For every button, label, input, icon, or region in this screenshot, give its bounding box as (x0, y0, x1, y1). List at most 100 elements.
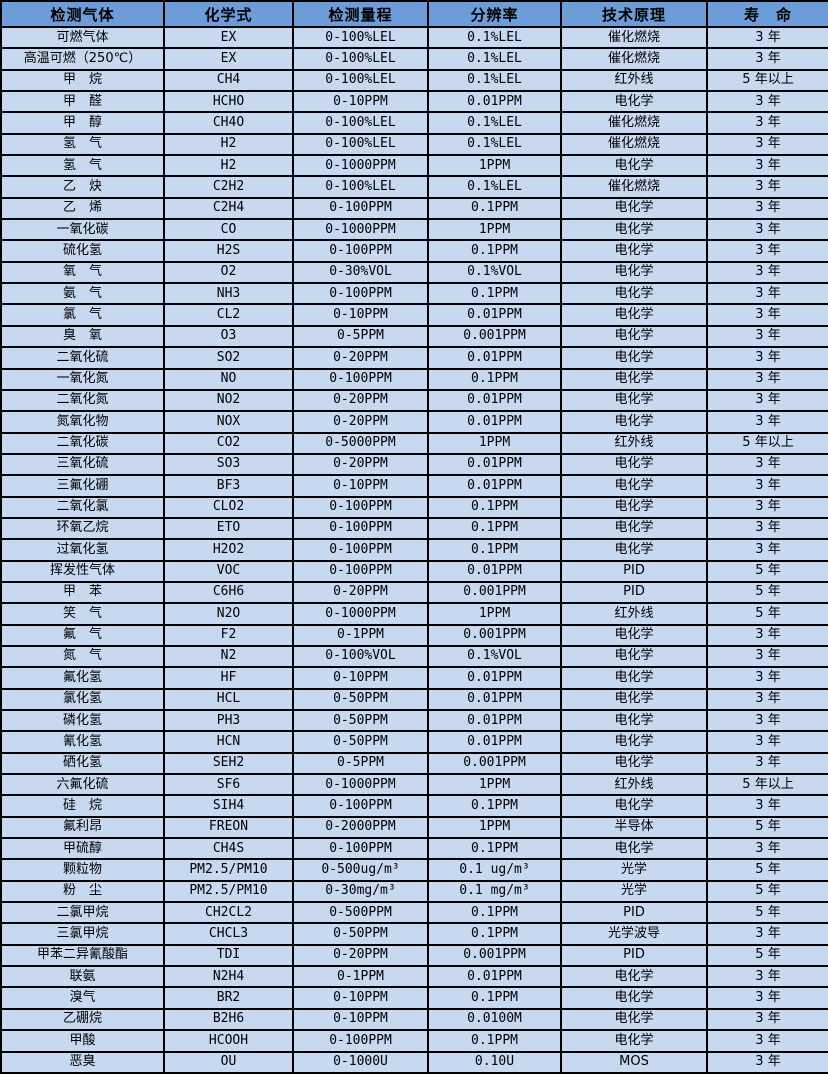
table-row: 乙 烯 C2H4 0-100PPM 0.1PPM 电化学 3 年 (0, 196, 828, 221)
table-row: 三氯甲烷 CHCL3 0-50PPM 0.1PPM 光学波导 3 年 (0, 922, 828, 946)
table-row: 氯化氢 HCL 0-50PPM 0.01PPM 电化学 3 年 (0, 687, 828, 712)
cell-resolution: 0.01PPM (427, 474, 562, 498)
cell-gas: 三氯甲烷 (0, 922, 165, 946)
cell-gas: 可燃气体 (0, 25, 165, 50)
table-row: 挥发性气体 VOC 0-100PPM 0.01PPM PID 5 年 (0, 559, 828, 583)
cell-gas: 乙硼烷 (0, 1007, 165, 1032)
cell-principle: 催化燃烧 (560, 47, 708, 71)
cell-range: 0-100PPM (292, 495, 429, 519)
cell-range: 0-500ug/m³ (292, 858, 429, 882)
cell-life: 3 年 (706, 410, 828, 434)
cell-gas: 二氧化碳 (0, 431, 165, 455)
cell-gas: 氰化氢 (0, 730, 165, 754)
cell-resolution: 0.01PPM (427, 730, 562, 754)
cell-life: 3 年 (706, 965, 828, 989)
cell-formula: ETO (163, 516, 294, 541)
header-row: 检测气体 化学式 检测量程 分辨率 技术原理寿 命 (0, 0, 828, 28)
table-row: 氢 气 H2 0-1000PPM 1PPM 电化学 3 年 (0, 154, 828, 178)
cell-principle: 电化学 (560, 367, 708, 391)
column-header-life: 寿 命 (706, 0, 828, 28)
cell-formula: HCOOH (163, 1029, 294, 1053)
cell-range: 0-100PPM (292, 367, 429, 391)
table-row: 磷化氢 PH3 0-50PPM 0.01PPM 电化学 3 年 (0, 708, 828, 733)
cell-range: 0-1000U (292, 1050, 429, 1074)
cell-range: 0-100PPM (292, 282, 429, 306)
cell-gas: 二氯甲烷 (0, 901, 165, 925)
cell-principle: 红外线 (560, 431, 708, 455)
cell-principle: 电化学 (560, 196, 708, 221)
table-row: 硅 烷 SIH4 0-100PPM 0.1PPM 电化学 3 年 (0, 794, 828, 818)
cell-formula: B2H6 (163, 1007, 294, 1032)
cell-life: 5 年 (706, 580, 828, 605)
cell-range: 0-20PPM (292, 410, 429, 434)
table-row: 甲苯二异氰酸酯 TDI 0-20PPM 0.001PPM PID 5 年 (0, 943, 828, 968)
cell-range: 0-5PPM (292, 751, 429, 776)
cell-range: 0-100%LEL (292, 68, 429, 93)
cell-formula: CH4O (163, 111, 294, 135)
cell-formula: CLO2 (163, 495, 294, 519)
table-row: 溴气 BR2 0-10PPM 0.1PPM 电化学 3 年 (0, 986, 828, 1010)
column-header-resolution: 分辨率 (427, 0, 562, 28)
table-row: 硫化氢 H2S 0-100PPM 0.1PPM 电化学 3 年 (0, 239, 828, 263)
cell-life: 3 年 (706, 388, 828, 413)
cell-range: 0-100%LEL (292, 175, 429, 199)
cell-resolution: 0.01PPM (427, 303, 562, 327)
table-row: 粉 尘 PM2.5/PM10 0-30mg/m³ 0.1 mg/m³ 光学 5 年 (0, 879, 828, 904)
cell-range: 0-2000PPM (292, 815, 429, 840)
cell-life: 3 年 (706, 367, 828, 391)
table-body: 可燃气体 EX 0-100%LEL 0.1%LEL 催化燃烧 3 年高温可燃（250℃） E… (0, 25, 828, 1074)
cell-gas: 过氧化氢 (0, 538, 165, 562)
cell-life: 3 年 (706, 346, 828, 370)
cell-resolution: 0.0100M (427, 1007, 562, 1032)
cell-formula: H2 (163, 132, 294, 157)
cell-principle: PID (560, 901, 708, 925)
cell-principle: 红外线 (560, 602, 708, 626)
cell-resolution: 1PPM (427, 815, 562, 840)
cell-formula: CL2 (163, 303, 294, 327)
cell-range: 0-100PPM (292, 837, 429, 861)
table-row: 甲酸 HCOOH 0-100PPM 0.1PPM 电化学 3 年 (0, 1029, 828, 1053)
cell-formula: C2H4 (163, 196, 294, 221)
cell-gas: 氢 气 (0, 132, 165, 157)
table-row: 三氧化硫 SO3 0-20PPM 0.01PPM 电化学 3 年 (0, 452, 828, 477)
table-row: 一氧化碳 CO 0-1000PPM 1PPM 电化学 3 年 (0, 218, 828, 242)
cell-gas: 硒化氢 (0, 751, 165, 776)
cell-range: 0-100%LEL (292, 132, 429, 157)
cell-gas: 氮 气 (0, 644, 165, 669)
cell-range: 0-1000PPM (292, 218, 429, 242)
cell-resolution: 0.1%VOL (427, 260, 562, 285)
cell-resolution: 0.001PPM (427, 943, 562, 968)
cell-gas: 三氧化硫 (0, 452, 165, 477)
cell-principle: 电化学 (560, 516, 708, 541)
cell-life: 3 年 (706, 452, 828, 477)
cell-resolution: 0.01PPM (427, 90, 562, 114)
cell-principle: 电化学 (560, 239, 708, 263)
cell-range: 0-20PPM (292, 452, 429, 477)
cell-resolution: 0.1PPM (427, 196, 562, 221)
cell-range: 0-50PPM (292, 922, 429, 946)
cell-range: 0-10PPM (292, 90, 429, 114)
cell-formula: FREON (163, 815, 294, 840)
cell-range: 0-20PPM (292, 388, 429, 413)
cell-range: 0-30%VOL (292, 260, 429, 285)
cell-principle: 电化学 (560, 260, 708, 285)
cell-gas: 一氧化碳 (0, 218, 165, 242)
cell-life: 3 年 (706, 303, 828, 327)
cell-formula: H2O2 (163, 538, 294, 562)
cell-gas: 笑 气 (0, 602, 165, 626)
cell-range: 0-100PPM (292, 559, 429, 583)
cell-resolution: 0.1PPM (427, 1029, 562, 1053)
cell-principle: 红外线 (560, 68, 708, 93)
cell-formula: BF3 (163, 474, 294, 498)
cell-principle: 电化学 (560, 751, 708, 776)
cell-formula: O2 (163, 260, 294, 285)
cell-range: 0-10PPM (292, 1007, 429, 1032)
cell-gas: 氮氧化物 (0, 410, 165, 434)
cell-formula: PH3 (163, 708, 294, 733)
cell-resolution: 0.1PPM (427, 922, 562, 946)
cell-life: 5 年 (706, 943, 828, 968)
cell-principle: PID (560, 559, 708, 583)
cell-formula: CO2 (163, 431, 294, 455)
table-row: 恶臭 OU 0-1000U 0.10U MOS 3 年 (0, 1050, 828, 1074)
cell-formula: SO2 (163, 346, 294, 370)
